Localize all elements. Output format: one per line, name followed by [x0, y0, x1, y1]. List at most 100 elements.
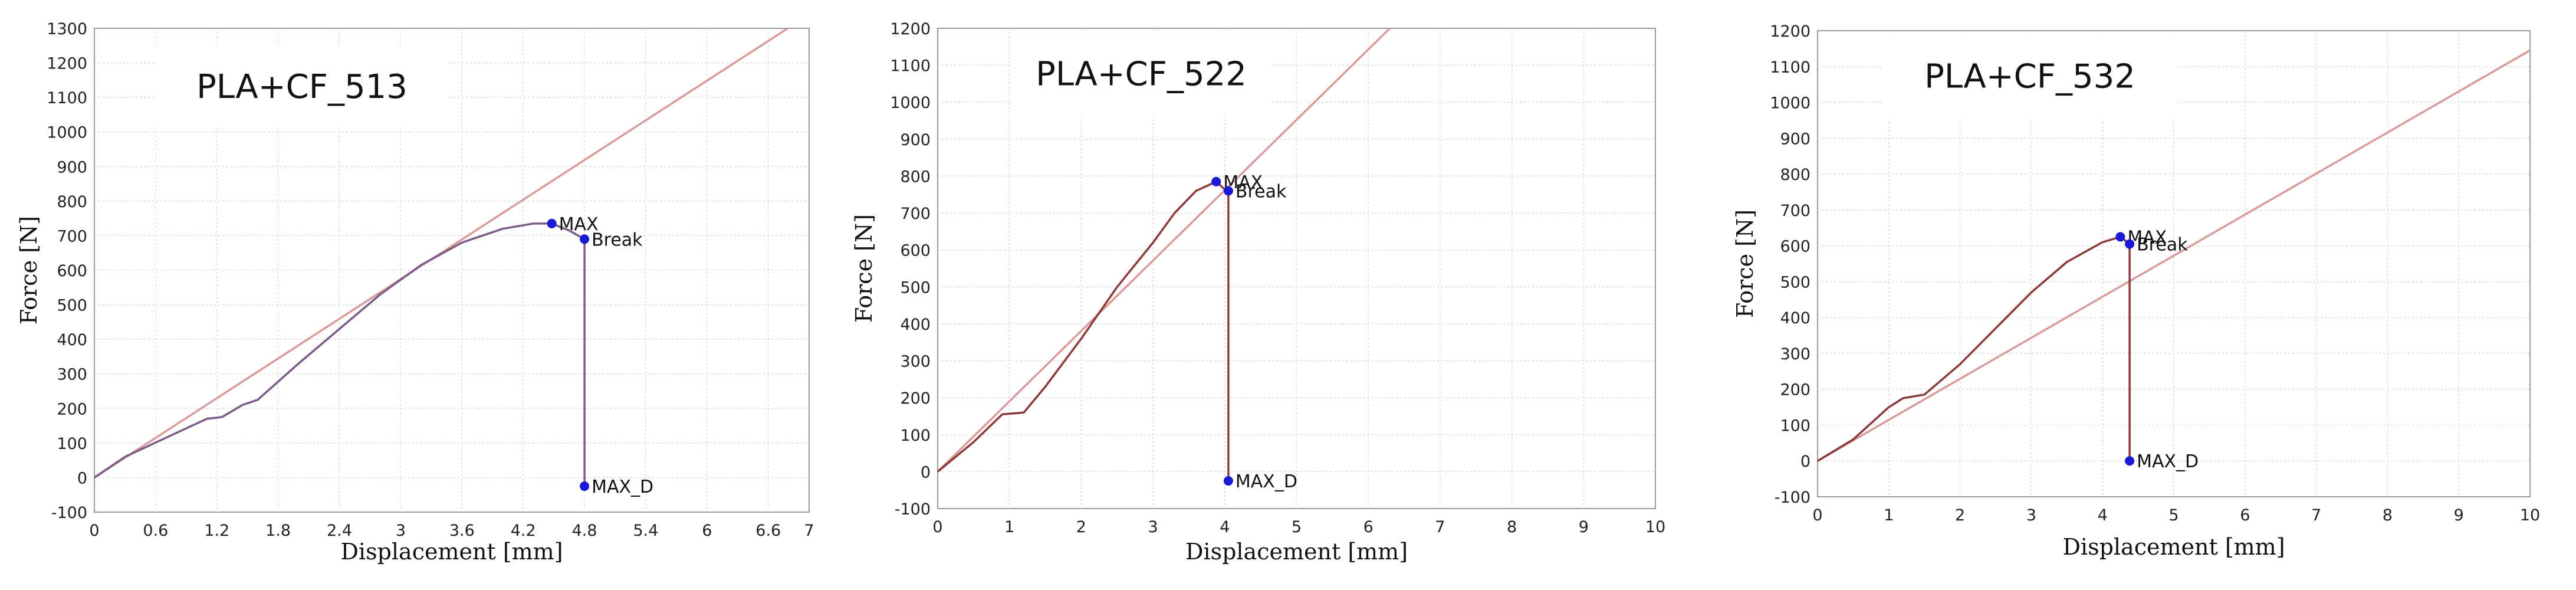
- x-tick-label: 6: [2240, 506, 2250, 525]
- y-tick-label: 0: [921, 463, 931, 481]
- y-tick-label: 100: [57, 435, 87, 453]
- chart-3: 0 1 2 3 4 5 6 7 8 9 10-100010020030040050060070080…: [1732, 22, 2540, 560]
- x-axis-title: Displacement [mm]: [2062, 534, 2285, 560]
- point-break: [2125, 239, 2135, 249]
- y-tick-label: 700: [57, 227, 87, 245]
- x-tick-label: 8: [1507, 518, 1517, 536]
- x-tick-label: 4: [2098, 506, 2108, 525]
- y-tick-label: -100: [895, 500, 931, 519]
- chart-title: PLA+CF_513: [196, 68, 408, 106]
- y-tick-label: 1100: [890, 57, 931, 76]
- x-tick-label: 1.8: [265, 522, 291, 540]
- y-tick-label: 600: [1780, 238, 1811, 256]
- x-tick-label: 5.4: [633, 522, 658, 540]
- x-tick-label: 2.4: [327, 522, 352, 540]
- x-tick-label: 3: [1148, 518, 1158, 536]
- x-tick-label: 7: [2311, 506, 2321, 525]
- title-box: [1011, 31, 1271, 116]
- y-tick-label: 600: [900, 242, 931, 260]
- point-label-break: Break: [2137, 235, 2188, 255]
- x-axis-title: Displacement [mm]: [1185, 539, 1408, 565]
- x-tick-label: 1: [1884, 506, 1894, 525]
- x-tick-label: 9: [2454, 506, 2464, 525]
- y-tick-label: 700: [900, 205, 931, 223]
- chart-1: 0 0.6 1.2 1.8 2.4 3 3.6 4.2 4.8 5.4 6 6.6 7-10001002…: [16, 20, 814, 565]
- y-tick-label: 1100: [47, 89, 87, 107]
- x-tick-label: 7: [804, 522, 814, 540]
- y-tick-label: 500: [57, 297, 87, 315]
- y-tick-label: 900: [900, 131, 931, 149]
- y-tick-label: 0: [1800, 453, 1811, 471]
- y-tick-label: -100: [1775, 489, 1811, 507]
- x-tick-label: 3.6: [449, 522, 475, 540]
- y-tick-label: 200: [1780, 381, 1811, 399]
- point-label-max-d: MAX_D: [592, 477, 653, 497]
- y-tick-label: 300: [1780, 345, 1811, 363]
- point-break: [580, 234, 590, 244]
- y-tick-label: 1200: [890, 20, 931, 38]
- x-tick-label: 5: [1292, 518, 1302, 536]
- y-tick-label: 1300: [47, 20, 87, 38]
- y-tick-label: 300: [900, 353, 931, 371]
- y-tick-label: 800: [1780, 166, 1811, 184]
- chart-title: PLA+CF_532: [1924, 58, 2135, 96]
- y-tick-label: -100: [51, 504, 87, 522]
- x-tick-label: 6.6: [755, 522, 781, 540]
- y-tick-label: 800: [900, 168, 931, 186]
- y-tick-label: 1000: [890, 94, 931, 112]
- y-tick-label: 1100: [1770, 58, 1811, 77]
- x-tick-label: 6: [1363, 518, 1374, 536]
- y-tick-label: 700: [1780, 202, 1811, 220]
- y-tick-label: 1200: [1770, 22, 1811, 41]
- point-label-max-d: MAX_D: [1236, 471, 1297, 492]
- point-max-d: [580, 481, 590, 491]
- y-tick-label: 0: [77, 469, 87, 487]
- y-tick-label: 1200: [47, 55, 87, 73]
- y-tick-label: 100: [1780, 417, 1811, 435]
- y-tick-label: 800: [57, 193, 87, 211]
- y-tick-label: 1000: [1770, 94, 1811, 113]
- point-max-d: [2125, 456, 2135, 466]
- point-label-break: Break: [1236, 182, 1287, 202]
- y-tick-label: 1000: [47, 124, 87, 142]
- reference-line: [938, 28, 1391, 473]
- point-max: [2115, 232, 2125, 242]
- x-tick-label: 7: [1435, 518, 1445, 536]
- point-max-d: [1223, 476, 1233, 486]
- y-tick-label: 400: [57, 331, 87, 349]
- title-box: [1882, 33, 2177, 119]
- y-tick-label: 200: [57, 400, 87, 418]
- x-tick-label: 0: [89, 522, 99, 540]
- point-max: [1211, 176, 1221, 186]
- reference-line: [94, 28, 790, 478]
- y-tick-label: 100: [900, 427, 931, 445]
- reference-line: [1818, 49, 2530, 462]
- point-break: [1223, 186, 1233, 196]
- point-max: [547, 218, 557, 228]
- x-tick-label: 3: [396, 522, 406, 540]
- x-tick-label: 8: [2383, 506, 2393, 525]
- point-label-max: MAX: [559, 214, 599, 235]
- point-label-break: Break: [592, 230, 643, 250]
- y-tick-label: 500: [900, 278, 931, 297]
- y-tick-label: 300: [57, 366, 87, 384]
- x-tick-label: 10: [2520, 506, 2540, 525]
- x-tick-label: 1: [1004, 518, 1014, 536]
- y-axis-title: Force [N]: [1732, 209, 1758, 318]
- x-tick-label: 4: [1220, 518, 1230, 536]
- y-tick-label: 200: [900, 389, 931, 408]
- x-tick-label: 2: [1076, 518, 1086, 536]
- x-tick-label: 6: [702, 522, 712, 540]
- chart-title: PLA+CF_522: [1036, 55, 1247, 94]
- y-axis-title: Force [N]: [16, 216, 42, 324]
- y-tick-label: 900: [1780, 130, 1811, 148]
- y-tick-label: 400: [1780, 309, 1811, 327]
- y-tick-label: 600: [57, 262, 87, 280]
- x-tick-label: 9: [1579, 518, 1589, 536]
- x-tick-label: 0: [932, 518, 942, 536]
- x-tick-label: 5: [2168, 506, 2179, 525]
- y-tick-label: 900: [57, 158, 87, 176]
- x-tick-label: 0: [1812, 506, 1822, 525]
- y-tick-label: 400: [900, 316, 931, 334]
